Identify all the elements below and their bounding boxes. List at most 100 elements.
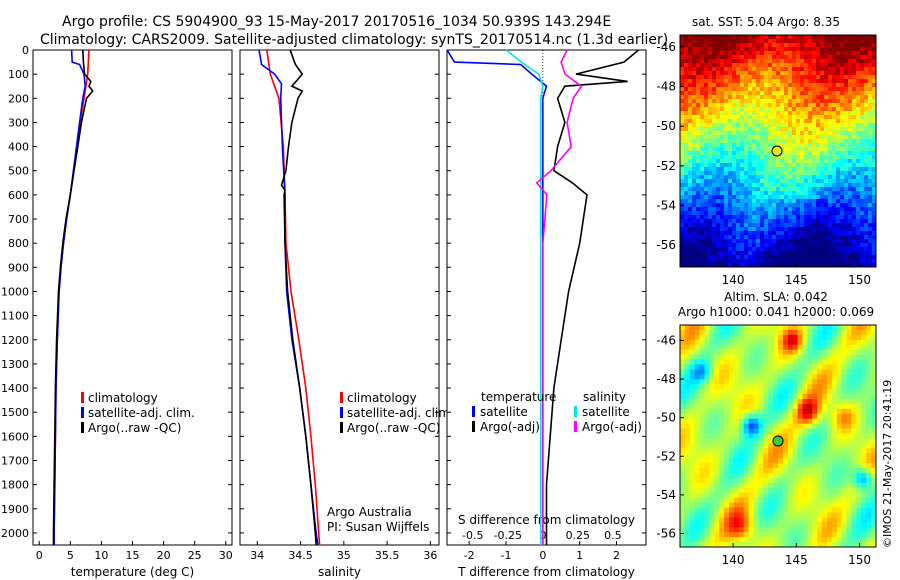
y-tick-label: 2000 xyxy=(1,527,29,540)
map-y-tick-label: -48 xyxy=(656,372,676,386)
legend-label: climatology xyxy=(88,391,158,405)
map-x-tick-label: 140 xyxy=(722,553,745,567)
x-tick-label: 25 xyxy=(188,549,202,562)
legend-swatch xyxy=(81,422,84,433)
map-y-tick-label: -50 xyxy=(656,119,676,133)
legend-label: satellite xyxy=(582,405,630,419)
legend-label: satellite xyxy=(480,405,528,419)
x-tick-label: 1 xyxy=(576,549,583,562)
series-line xyxy=(535,49,583,545)
x-tick-label: -2 xyxy=(464,549,475,562)
temperature-panel: 0100200300400500600700800900100011001200… xyxy=(1,44,233,579)
legend-swatch xyxy=(81,407,84,418)
y-tick-label: 500 xyxy=(8,165,29,178)
legend-label: Argo(-adj) xyxy=(582,420,642,434)
x-tick-label: -1 xyxy=(500,549,511,562)
legend-swatch xyxy=(340,407,343,418)
top-x-tick-label: 0.25 xyxy=(566,529,591,542)
x-tick-label: 5 xyxy=(67,549,74,562)
x-tick-label: 35.5 xyxy=(375,549,400,562)
x-tick-label: 0 xyxy=(539,549,546,562)
y-tick-label: 1900 xyxy=(1,503,29,516)
map-x-tick-label: 145 xyxy=(785,553,808,567)
legend-label: satellite-adj. clim. xyxy=(347,406,454,420)
map-y-tick-label: -48 xyxy=(656,80,676,94)
x-tick-label: 10 xyxy=(94,549,108,562)
series-line xyxy=(505,49,544,545)
x-tick-label: 35 xyxy=(337,549,351,562)
sst-map: sat. SST: 5.04 Argo: 8.35 140 145 150 -46 -4… xyxy=(656,15,877,287)
y-tick-label: 1800 xyxy=(1,479,29,492)
map-y-tick-label: -46 xyxy=(656,40,676,54)
map-x-tick-label: 145 xyxy=(785,273,808,287)
legend-swatch xyxy=(574,421,577,432)
legend-swatch xyxy=(472,406,475,417)
legend-label: Argo(..raw -QC) xyxy=(88,421,181,435)
map-y-tick-label: -54 xyxy=(656,199,676,213)
x-tick-label: 30 xyxy=(219,549,233,562)
y-tick-label: 200 xyxy=(8,92,29,105)
y-tick-label: 300 xyxy=(8,116,29,129)
plot-frame xyxy=(239,49,440,546)
top-x-tick-label: -0.25 xyxy=(494,529,522,542)
map-x-tick-label: 140 xyxy=(722,273,745,287)
x-axis-label: T difference from climatology xyxy=(457,565,635,579)
sst-argo-marker xyxy=(771,145,783,157)
y-tick-label: 1500 xyxy=(1,406,29,419)
legend-swatch xyxy=(340,392,343,403)
x-tick-label: 2 xyxy=(613,549,620,562)
y-tick-label: 1400 xyxy=(1,382,29,395)
y-tick-label: 800 xyxy=(8,237,29,250)
x-tick-label: 20 xyxy=(157,549,171,562)
plot-frame xyxy=(32,49,233,546)
series-line xyxy=(266,49,321,546)
y-tick-label: 1100 xyxy=(1,310,29,323)
header-line-1: Argo profile: CS 5904900_93 15-May-2017 … xyxy=(62,14,611,30)
map-x-tick-label: 150 xyxy=(848,273,871,287)
x-tick-label: 34 xyxy=(250,549,264,562)
map-y-tick-label: -56 xyxy=(656,526,676,540)
x-tick-label: 34.5 xyxy=(288,549,313,562)
y-tick-label: 900 xyxy=(8,261,29,274)
credit-text: ©IMOS 21-May-2017 20:41:19 xyxy=(881,380,894,548)
map-y-tick-label: -52 xyxy=(656,159,676,173)
series-line xyxy=(52,49,94,545)
y-tick-label: 1000 xyxy=(1,285,29,298)
series-line xyxy=(545,49,640,545)
legend-title-salinity: salinity xyxy=(583,390,626,404)
map-y-tick-label: -46 xyxy=(656,333,676,347)
sst-map-title: sat. SST: 5.04 Argo: 8.35 xyxy=(692,15,840,29)
x-axis-label: salinity xyxy=(318,565,361,579)
sla-argo-marker xyxy=(772,435,784,447)
legend-label: Argo(..raw -QC) xyxy=(347,421,440,435)
x-axis-label: temperature (deg C) xyxy=(71,565,194,579)
legend-swatch xyxy=(340,422,343,433)
y-tick-label: 1600 xyxy=(1,430,29,443)
x-tick-label: 15 xyxy=(126,549,140,562)
y-tick-label: 0 xyxy=(22,44,29,57)
difference-panel: -2 -1 0 1 2 T difference from climatology -0.5… xyxy=(446,49,647,579)
y-tick-label: 700 xyxy=(8,213,29,226)
sla-map-title-1: Altim. SLA: 0.042 xyxy=(724,290,828,304)
map-y-tick-label: -52 xyxy=(656,449,676,463)
x-tick-label: 0 xyxy=(36,549,43,562)
plot-frame xyxy=(446,49,647,546)
sla-map-title-2: Argo h1000: 0.041 h2000: 0.069 xyxy=(678,305,874,319)
y-tick-label: 600 xyxy=(8,189,29,202)
sla-map: Altim. SLA: 0.042 Argo h1000: 0.041 h200… xyxy=(656,290,877,567)
salinity-panel: 34 34.5 35 35.5 36 salinity climatologysatelli… xyxy=(239,49,454,579)
annotation-text: PI: Susan Wijffels xyxy=(327,520,429,534)
y-tick-label: 1700 xyxy=(1,454,29,467)
map-y-tick-label: -50 xyxy=(656,411,676,425)
y-tick-label: 1300 xyxy=(1,358,29,371)
legend-label: satellite-adj. clim. xyxy=(88,406,195,420)
annotation-text: Argo Australia xyxy=(327,505,412,519)
top-x-tick-label: 0.5 xyxy=(604,529,622,542)
x-tick-label: 36 xyxy=(423,549,437,562)
map-y-tick-label: -54 xyxy=(656,488,676,502)
legend-label: Argo(-adj) xyxy=(480,420,540,434)
map-x-tick-label: 150 xyxy=(848,553,871,567)
legend-title-temperature: temperature xyxy=(481,390,556,404)
legend-label: climatology xyxy=(347,391,417,405)
